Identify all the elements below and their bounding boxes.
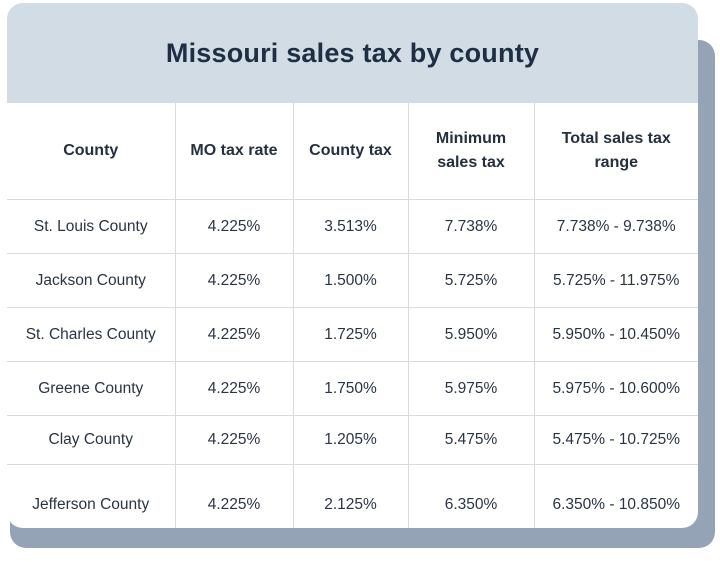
county-tax-cell: 1.205%: [292, 415, 409, 465]
mo-rate-cell: 4.225%: [174, 307, 294, 362]
table-row: Greene County 4.225% 1.750% 5.975% 5.975% - …: [7, 361, 698, 416]
range-cell: 5.475% - 10.725%: [533, 415, 698, 465]
table-row: Jackson County 4.225% 1.500% 5.725% 5.725% -…: [7, 253, 698, 308]
min-tax-cell: 6.350%: [407, 464, 535, 528]
range-cell: 7.738% - 9.738%: [533, 199, 698, 254]
min-tax-cell: 5.950%: [407, 307, 535, 362]
table-row: St. Charles County 4.225% 1.725% 5.950% 5.95…: [7, 307, 698, 362]
min-tax-cell: 5.475%: [407, 415, 535, 465]
county-tax-cell: 1.750%: [292, 361, 409, 416]
range-cell: 5.725% - 11.975%: [533, 253, 698, 308]
mo-rate-cell: 4.225%: [174, 199, 294, 254]
county-tax-cell: 1.725%: [292, 307, 409, 362]
column-header-text: Minimum sales tax: [435, 130, 507, 171]
county-tax-cell: 3.513%: [292, 199, 409, 254]
min-tax-cell: 5.725%: [407, 253, 535, 308]
column-header: Total sales tax range: [533, 103, 698, 200]
table-row: Clay County 4.225% 1.205% 5.475% 5.475% - 10…: [7, 415, 698, 465]
mo-rate-cell: 4.225%: [174, 253, 294, 308]
column-header: County tax: [292, 103, 409, 200]
table-row: St. Louis County 4.225% 3.513% 7.738% 7.738%…: [7, 199, 698, 254]
title-bar: Missouri sales tax by county: [7, 3, 698, 103]
mo-rate-cell: 4.225%: [174, 415, 294, 465]
mo-rate-cell: 4.225%: [174, 464, 294, 528]
range-cell: 5.950% - 10.450%: [533, 307, 698, 362]
range-cell: 5.975% - 10.600%: [533, 361, 698, 416]
county-cell: St. Louis County: [7, 199, 176, 254]
county-tax-cell: 2.125%: [292, 464, 409, 528]
county-cell: St. Charles County: [7, 307, 176, 362]
mo-rate-cell: 4.225%: [174, 361, 294, 416]
county-cell: Greene County: [7, 361, 176, 416]
range-cell: 6.350% - 10.850%: [533, 464, 698, 528]
county-cell: Jefferson County: [7, 464, 176, 528]
county-cell: Clay County: [7, 415, 176, 465]
column-header-text: Total sales tax range: [561, 130, 671, 171]
column-header: Minimum sales tax: [407, 103, 535, 200]
tax-table-card: Missouri sales tax by county County MO t…: [7, 3, 698, 528]
column-header: MO tax rate: [174, 103, 294, 200]
min-tax-cell: 7.738%: [407, 199, 535, 254]
column-header: County: [7, 103, 176, 200]
table-row: Jefferson County 4.225% 2.125% 6.350% 6.350%…: [7, 464, 698, 528]
page-title: Missouri sales tax by county: [165, 37, 540, 68]
tax-table: County MO tax rate County tax Minimum sa…: [7, 103, 698, 528]
min-tax-cell: 5.975%: [407, 361, 535, 416]
header-row: County MO tax rate County tax Minimum sa…: [7, 103, 698, 200]
county-tax-cell: 1.500%: [292, 253, 409, 308]
county-cell: Jackson County: [7, 253, 176, 308]
